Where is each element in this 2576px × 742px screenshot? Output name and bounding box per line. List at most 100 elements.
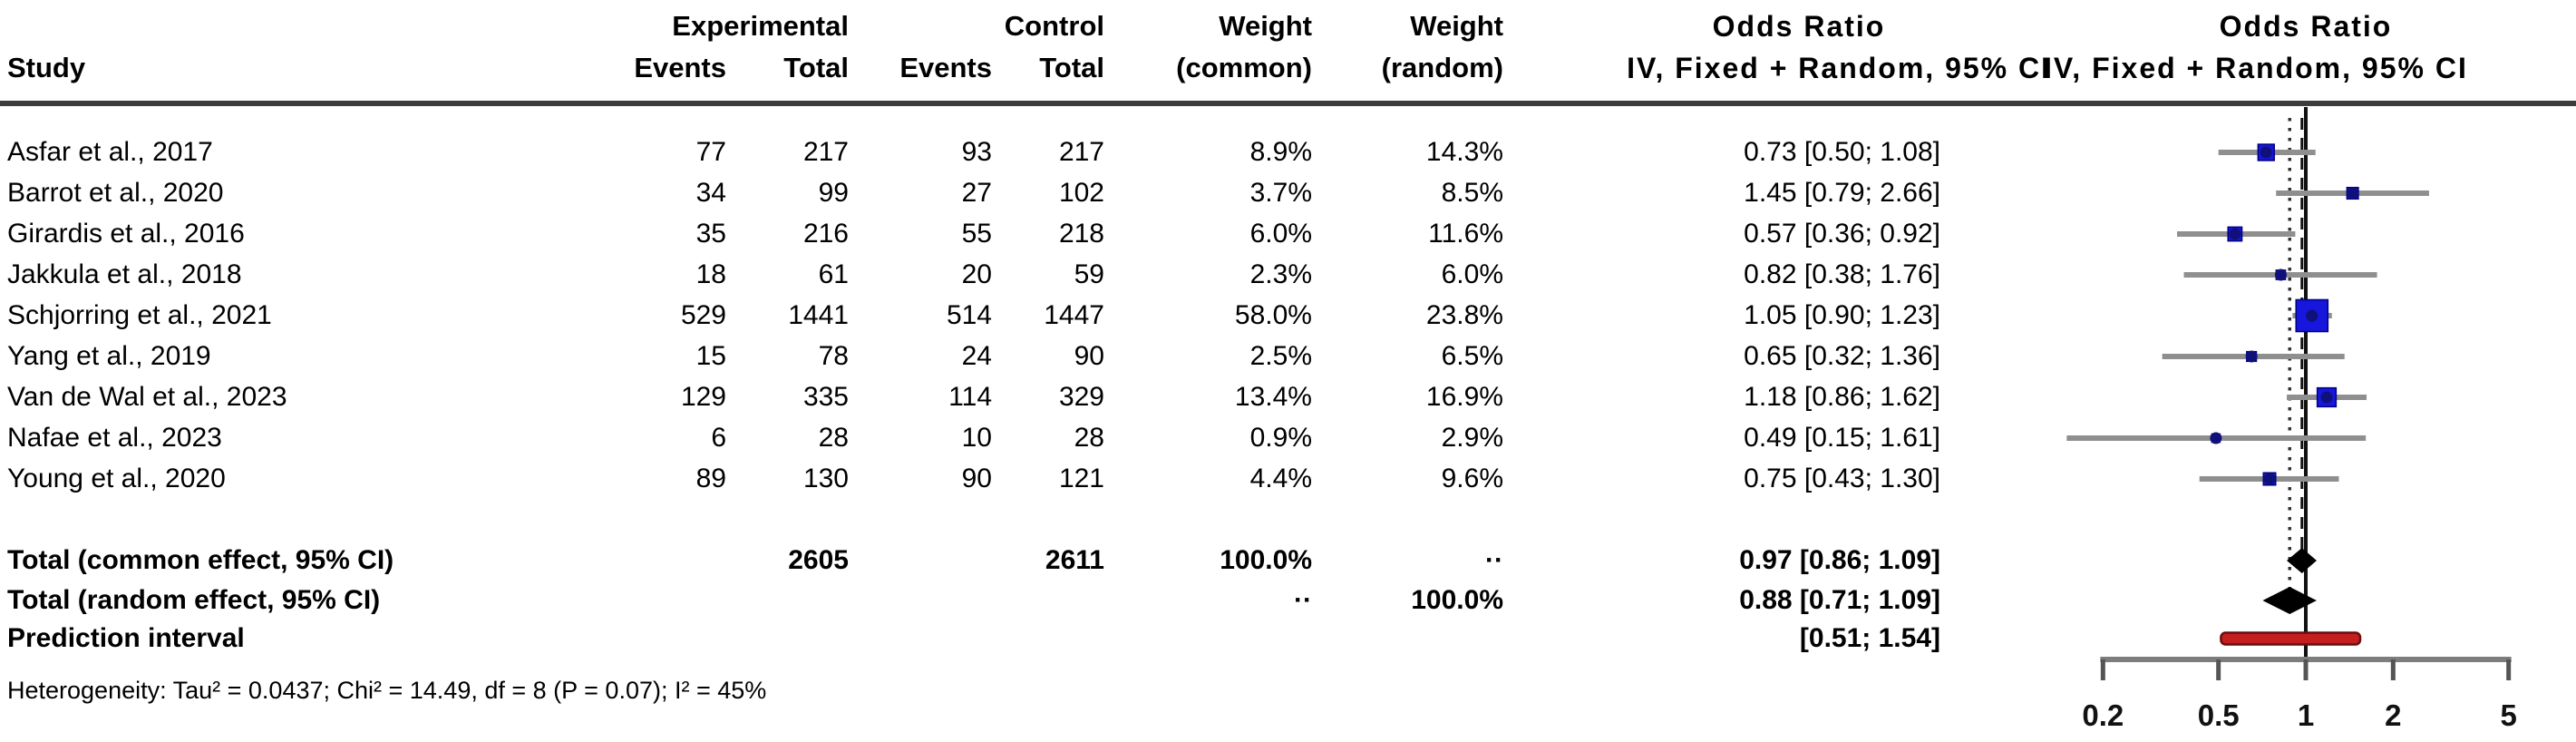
effect-point bbox=[2347, 187, 2359, 200]
x-axis-tick-label: 5 bbox=[2500, 698, 2516, 732]
col-header-or-plot-sub: IV, Fixed + Random, 95% CI bbox=[2044, 52, 2468, 84]
study-label: Nafae et al., 2023 bbox=[7, 423, 222, 453]
col-header-experimental: Experimental bbox=[672, 10, 849, 42]
weight-common: 58.0% bbox=[1234, 300, 1312, 330]
weight-random: 6.0% bbox=[1441, 259, 1503, 289]
effect-point bbox=[2263, 473, 2276, 485]
weight-common: 13.4% bbox=[1234, 382, 1312, 412]
experimental-total: 28 bbox=[818, 423, 849, 453]
control-total: 329 bbox=[1058, 382, 1104, 412]
col-header-study: Study bbox=[7, 52, 86, 83]
or-ci-label: 0.49 [0.15; 1.61] bbox=[1744, 423, 1940, 453]
study-label: Young et al., 2020 bbox=[7, 464, 226, 493]
control-total: 28 bbox=[1074, 423, 1104, 453]
control-events: 20 bbox=[961, 259, 992, 289]
or-ci-label: 0.57 [0.36; 0.92] bbox=[1744, 219, 1940, 249]
total-common-label: Total (common effect, 95% CI) bbox=[7, 545, 394, 575]
weight-common: 0.9% bbox=[1249, 423, 1312, 453]
control-events: 90 bbox=[961, 464, 992, 493]
total-common-weight_common: 100.0% bbox=[1220, 545, 1312, 575]
total-random-weight_common: ·· bbox=[1294, 585, 1312, 615]
or-ci-label: 0.65 [0.32; 1.36] bbox=[1744, 341, 1940, 371]
total-common-exp_total: 2605 bbox=[788, 545, 849, 575]
or-ci-label: 0.82 [0.38; 1.76] bbox=[1744, 259, 1940, 289]
experimental-events: 6 bbox=[711, 423, 726, 453]
effect-point bbox=[2306, 309, 2318, 322]
weight-random: 16.9% bbox=[1425, 382, 1503, 412]
col-header-odds-ratio-plot: Odds Ratio bbox=[2219, 10, 2393, 43]
weight-random: 8.5% bbox=[1441, 178, 1503, 208]
weight-random: 23.8% bbox=[1425, 300, 1503, 330]
total-common-or_label: 0.97 [0.86; 1.09] bbox=[1739, 545, 1940, 575]
or-ci-label: 1.45 [0.79; 2.66] bbox=[1744, 178, 1940, 208]
random-effect-diamond bbox=[2262, 587, 2317, 614]
control-events: 27 bbox=[961, 178, 992, 208]
study-label: Asfar et al., 2017 bbox=[7, 137, 213, 167]
experimental-events: 35 bbox=[695, 219, 726, 249]
prediction-interval-label: Prediction interval bbox=[7, 623, 245, 653]
col-header-exp-total: Total bbox=[783, 52, 849, 83]
x-axis-tick-label: 0.5 bbox=[2198, 698, 2240, 732]
effect-point bbox=[2210, 432, 2222, 444]
or-ci-label: 0.73 [0.50; 1.08] bbox=[1744, 137, 1940, 167]
effect-point bbox=[2229, 228, 2241, 240]
effect-point bbox=[2245, 350, 2258, 363]
weight-common: 4.4% bbox=[1249, 464, 1312, 493]
study-label: Jakkula et al., 2018 bbox=[7, 259, 242, 289]
study-label: Yang et al., 2019 bbox=[7, 341, 211, 371]
experimental-total: 216 bbox=[802, 219, 849, 249]
col-header-weight-random: Weight bbox=[1410, 10, 1503, 42]
experimental-total: 61 bbox=[818, 259, 849, 289]
control-events: 24 bbox=[961, 341, 992, 371]
experimental-total: 335 bbox=[802, 382, 849, 412]
or-ci-label: 1.18 [0.86; 1.62] bbox=[1744, 382, 1940, 412]
weight-random: 11.6% bbox=[1428, 219, 1503, 249]
experimental-events: 77 bbox=[695, 137, 726, 167]
col-header-exp-events: Events bbox=[634, 52, 726, 83]
control-total: 1447 bbox=[1044, 300, 1104, 330]
or-ci-label: 0.75 [0.43; 1.30] bbox=[1744, 464, 1940, 493]
x-axis-tick-label: 1 bbox=[2298, 698, 2314, 732]
experimental-total: 217 bbox=[802, 137, 849, 167]
control-events: 93 bbox=[961, 137, 992, 167]
experimental-total: 99 bbox=[818, 178, 849, 208]
col-header-odds-ratio-text: Odds Ratio bbox=[1712, 10, 1886, 43]
col-header-weight-random-sub: (random) bbox=[1381, 52, 1503, 83]
col-header-control: Control bbox=[1004, 10, 1104, 42]
study-label: Schjorring et al., 2021 bbox=[7, 300, 272, 330]
weight-random: 2.9% bbox=[1441, 423, 1503, 453]
weight-random: 14.3% bbox=[1425, 137, 1503, 167]
experimental-events: 529 bbox=[680, 300, 726, 330]
col-header-or-text-sub: IV, Fixed + Random, 95% CI bbox=[1627, 52, 2051, 84]
x-axis-tick-label: 0.2 bbox=[2082, 698, 2124, 732]
control-total: 121 bbox=[1058, 464, 1104, 493]
experimental-total: 130 bbox=[802, 464, 849, 493]
weight-common: 8.9% bbox=[1249, 137, 1312, 167]
weight-common: 2.5% bbox=[1249, 341, 1312, 371]
total-common-weight_random: ·· bbox=[1485, 545, 1503, 575]
or-ci-label: 1.05 [0.90; 1.23] bbox=[1744, 300, 1940, 330]
experimental-events: 15 bbox=[695, 341, 726, 371]
experimental-total: 1441 bbox=[788, 300, 849, 330]
control-total: 90 bbox=[1074, 341, 1104, 371]
experimental-events: 89 bbox=[695, 464, 726, 493]
control-events: 114 bbox=[948, 382, 992, 412]
study-label: Girardis et al., 2016 bbox=[7, 219, 245, 249]
weight-random: 6.5% bbox=[1441, 341, 1503, 371]
experimental-events: 34 bbox=[695, 178, 726, 208]
col-header-ctl-total: Total bbox=[1039, 52, 1104, 83]
experimental-events: 129 bbox=[680, 382, 726, 412]
weight-random: 9.6% bbox=[1441, 464, 1503, 493]
effect-point bbox=[2260, 146, 2272, 159]
total-common-ctl_total: 2611 bbox=[1045, 545, 1104, 575]
col-header-weight-common: Weight bbox=[1219, 10, 1312, 42]
col-header-weight-common-sub: (common) bbox=[1176, 52, 1312, 83]
experimental-events: 18 bbox=[695, 259, 726, 289]
heterogeneity-note: Heterogeneity: Tau² = 0.0437; Chi² = 14.… bbox=[7, 677, 767, 704]
weight-common: 3.7% bbox=[1249, 178, 1312, 208]
total-random-label: Total (random effect, 95% CI) bbox=[7, 585, 381, 615]
total-random-or_label: 0.88 [0.71; 1.09] bbox=[1739, 585, 1940, 615]
control-total: 217 bbox=[1058, 137, 1104, 167]
